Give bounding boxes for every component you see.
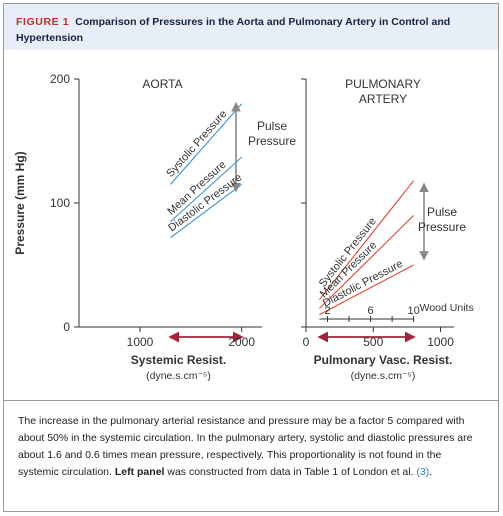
aorta-x-axis-label: Systemic Resist. (131, 353, 226, 367)
aorta-pulse-pressure-label-1: Pulse (257, 119, 287, 133)
caption-end: . (429, 466, 433, 478)
figure-caption: The increase in the pulmonary arterial r… (4, 400, 498, 512)
aorta-panel-title: AORTA (142, 77, 182, 91)
caption-reference-link[interactable]: (3) (416, 466, 430, 478)
pulmonary-x-tick-label: 0 (303, 335, 310, 349)
aorta-y-axis-label: Pressure (mm Hg) (13, 151, 27, 254)
figure-header: FIGURE 1 Comparison of Pressures in the A… (4, 4, 498, 50)
figure-frame: FIGURE 1 Comparison of Pressures in the A… (3, 3, 499, 512)
aorta-diastolic-pressure-line (170, 183, 242, 239)
figure-label: FIGURE 1 (16, 16, 70, 28)
pulmonary-x-axis-label: Pulmonary Vasc. Resist. (314, 353, 453, 367)
aorta-x-tick-label: 1000 (127, 335, 154, 349)
aorta-x-tick-label: 2000 (228, 335, 255, 349)
aorta-mean-pressure-line (170, 156, 243, 223)
aorta-y-tick-label: 0 (63, 320, 70, 334)
wood-units-tick-label: 6 (368, 305, 374, 317)
pulmonary-mean-pressure-line (319, 215, 415, 309)
pulmonary-x-tick-label: 500 (363, 335, 383, 349)
figure-title: Comparison of Pressures in the Aorta and… (16, 16, 451, 44)
aorta-x-axis-unit: (dyne.s.cm⁻⁵) (146, 370, 211, 382)
aorta-y-tick-label: 100 (50, 196, 70, 210)
wood-units-label: Wood Units (420, 302, 474, 314)
pulmonary-pulse-pressure-label-1: Pulse (427, 205, 457, 219)
pulmonary-panel-title-1: PULMONARY (345, 77, 421, 91)
pulmonary-x-tick-label: 1000 (427, 335, 454, 349)
pulmonary-diastolic-pressure-line (319, 264, 414, 316)
wood-units-tick-label: 2 (324, 305, 330, 317)
pulmonary-pulse-pressure-label-2: Pressure (418, 220, 466, 234)
aorta-systolic-pressure-line (170, 103, 243, 185)
caption-text: The increase in the pulmonary arterial r… (18, 415, 473, 478)
pulmonary-systolic-pressure-line (319, 180, 415, 301)
pulmonary-panel-title-2: ARTERY (359, 92, 407, 106)
pulmonary-x-axis-unit: (dyne.s.cm⁻⁵) (351, 370, 416, 382)
aorta-y-tick-label: 200 (50, 72, 70, 86)
caption-bold: Left panel (114, 466, 165, 478)
aorta-pulse-pressure-label-2: Pressure (248, 134, 296, 148)
wood-units-tick-label: 10 (408, 305, 420, 317)
chart-area: 0 100 200 1000 2000 Systolic Pressure Mean Pre… (4, 50, 498, 397)
caption-text-2: was constructed from data in Table 1 of … (164, 466, 417, 478)
